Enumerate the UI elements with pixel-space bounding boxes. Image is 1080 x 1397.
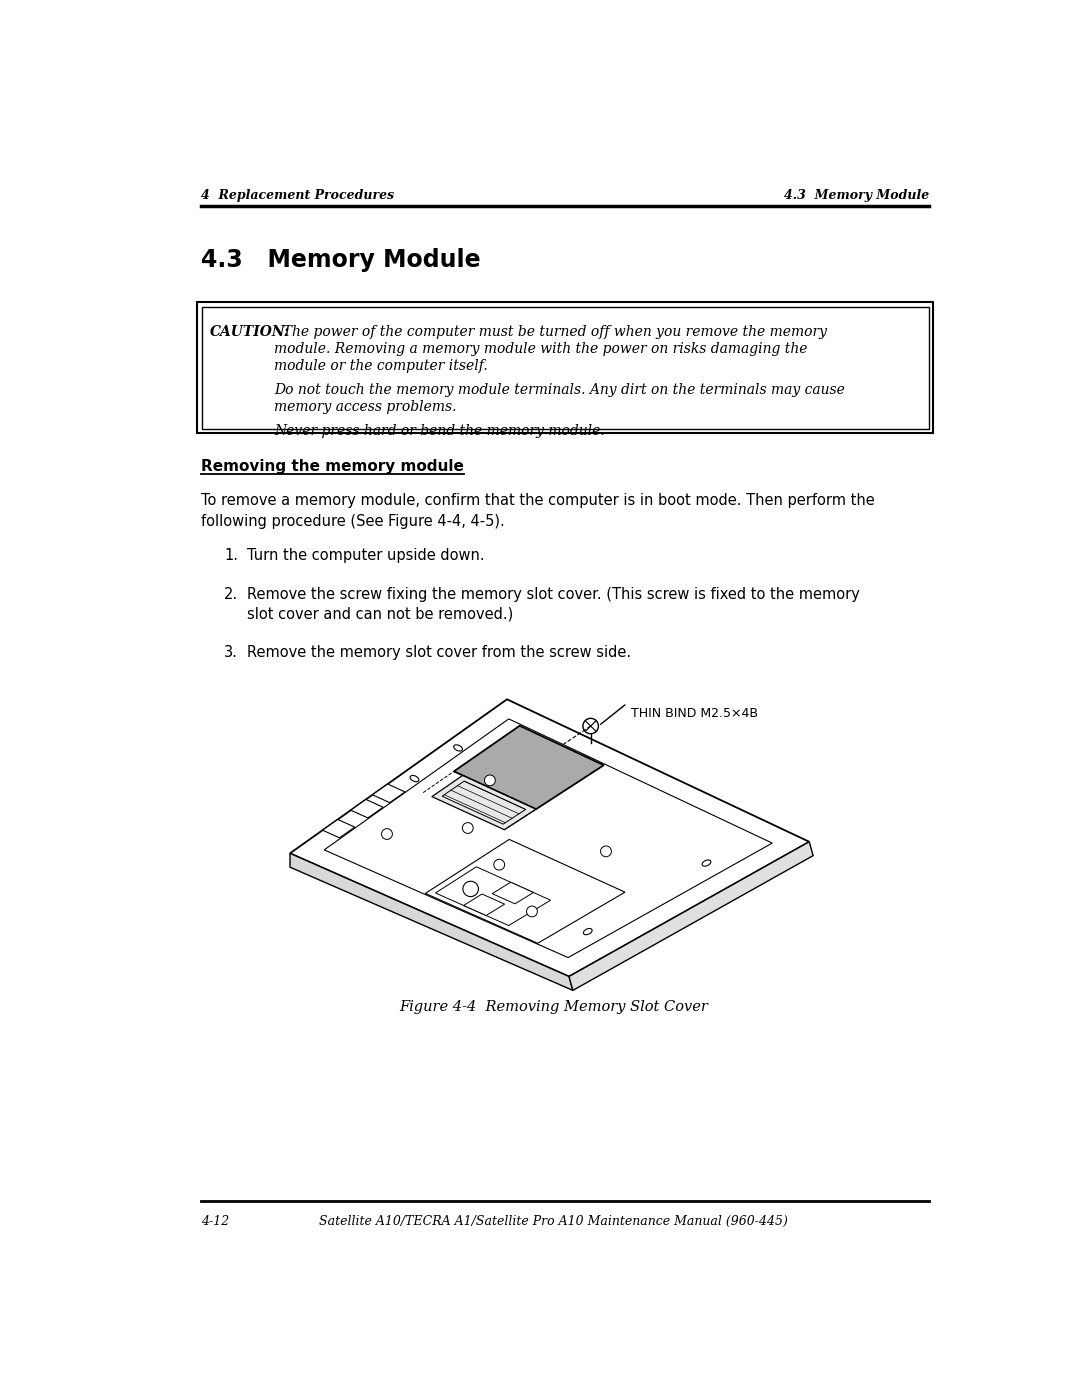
Text: 3.: 3.: [225, 645, 238, 661]
Circle shape: [485, 775, 496, 785]
Ellipse shape: [583, 929, 592, 935]
Text: following procedure (See Figure 4-4, 4-5).: following procedure (See Figure 4-4, 4-5…: [201, 514, 504, 528]
Circle shape: [494, 859, 504, 870]
Polygon shape: [291, 854, 572, 990]
Text: To remove a memory module, confirm that the computer is in boot mode. Then perfo: To remove a memory module, confirm that …: [201, 493, 875, 509]
Text: module or the computer itself.: module or the computer itself.: [274, 359, 488, 373]
Text: The power of the computer must be turned off when you remove the memory: The power of the computer must be turned…: [273, 326, 826, 339]
Circle shape: [463, 882, 478, 897]
Circle shape: [462, 823, 473, 834]
Text: memory access problems.: memory access problems.: [274, 400, 457, 414]
Text: Removing the memory module: Removing the memory module: [201, 458, 463, 474]
Text: Turn the computer upside down.: Turn the computer upside down.: [247, 548, 485, 563]
Polygon shape: [432, 775, 536, 830]
Ellipse shape: [454, 745, 462, 752]
Text: Remove the screw fixing the memory slot cover. (This screw is fixed to the memor: Remove the screw fixing the memory slot …: [247, 587, 861, 602]
FancyBboxPatch shape: [197, 302, 933, 433]
Polygon shape: [373, 784, 405, 803]
Polygon shape: [492, 883, 534, 904]
Text: THIN BIND M2.5×4B: THIN BIND M2.5×4B: [631, 707, 758, 719]
Circle shape: [583, 718, 598, 733]
Text: slot cover and can not be removed.): slot cover and can not be removed.): [247, 606, 514, 622]
Text: 4-12: 4-12: [201, 1215, 229, 1228]
Circle shape: [527, 907, 538, 916]
Text: Do not touch the memory module terminals. Any dirt on the terminals may cause: Do not touch the memory module terminals…: [274, 383, 846, 397]
Text: 4.3   Memory Module: 4.3 Memory Module: [201, 249, 481, 272]
Text: CAUTION:: CAUTION:: [211, 326, 291, 339]
Text: 4  Replacement Procedures: 4 Replacement Procedures: [201, 189, 394, 203]
Polygon shape: [291, 700, 809, 977]
Text: 4.3  Memory Module: 4.3 Memory Module: [784, 189, 930, 203]
Text: Never press hard or bend the memory module.: Never press hard or bend the memory modu…: [274, 423, 605, 437]
Ellipse shape: [702, 861, 711, 866]
Text: Figure 4-4  Removing Memory Slot Cover: Figure 4-4 Removing Memory Slot Cover: [400, 1000, 707, 1014]
Polygon shape: [463, 894, 504, 915]
Polygon shape: [323, 820, 355, 838]
Polygon shape: [569, 842, 813, 990]
Polygon shape: [454, 725, 604, 809]
Ellipse shape: [410, 775, 419, 782]
Text: 1.: 1.: [225, 548, 238, 563]
Text: module. Removing a memory module with the power on risks damaging the: module. Removing a memory module with th…: [274, 342, 808, 356]
Circle shape: [600, 847, 611, 856]
Text: Satellite A10/TECRA A1/Satellite Pro A10 Maintenance Manual (960-445): Satellite A10/TECRA A1/Satellite Pro A10…: [319, 1215, 788, 1228]
Text: Remove the memory slot cover from the screw side.: Remove the memory slot cover from the sc…: [247, 645, 632, 661]
Polygon shape: [351, 799, 383, 817]
Text: 2.: 2.: [225, 587, 239, 602]
Circle shape: [381, 828, 392, 840]
